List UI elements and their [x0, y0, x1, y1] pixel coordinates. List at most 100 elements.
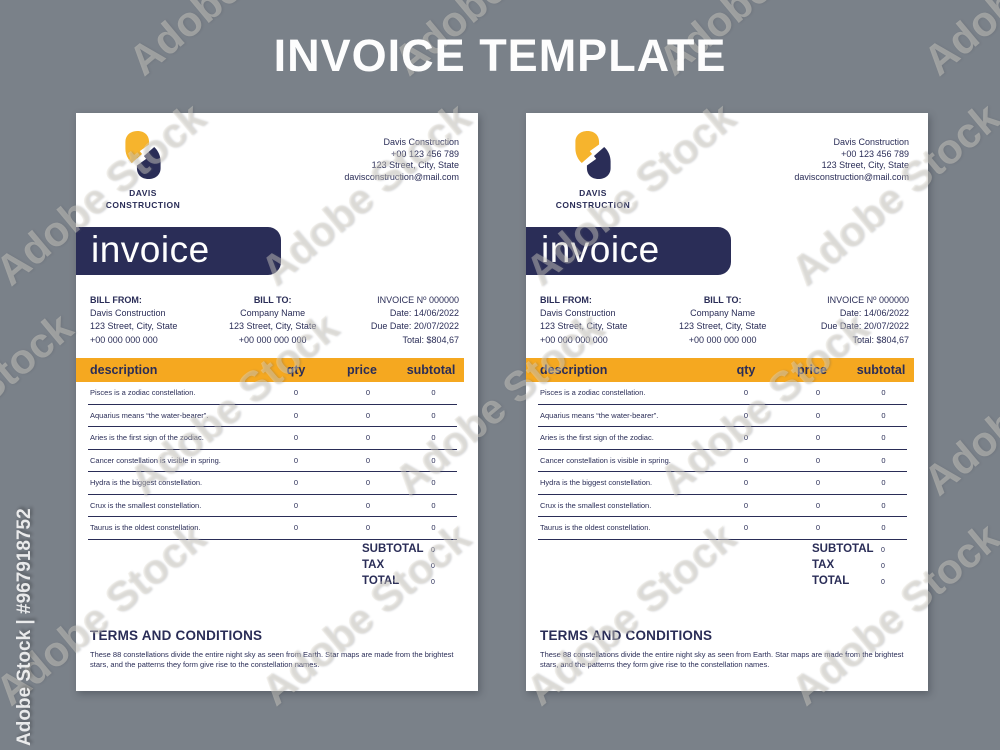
- tax-value: 0: [881, 563, 885, 571]
- contact-company: Davis Construction: [383, 137, 459, 147]
- invoice-meta-block: INVOICE Nº 000000 Date: 14/06/2022 Due D…: [334, 294, 459, 347]
- item-qty: 0: [293, 433, 299, 443]
- invoice-banner-title: invoice: [91, 229, 210, 270]
- item-description: Cancer constellation is visible in sprin…: [90, 455, 221, 465]
- bill-to-label: BILL TO:: [253, 295, 292, 305]
- total-label: TOTAL: [812, 575, 850, 588]
- bill-to-block: BILL TO: Company Name 123 Street, City, …: [662, 294, 784, 347]
- item-price: 0: [815, 523, 821, 533]
- item-subtotal: 0: [881, 500, 886, 510]
- bill-to-name: Company Name: [690, 308, 756, 319]
- tax-line: TAX 0: [812, 559, 908, 575]
- contact-address: 123 Street, City, State: [821, 160, 909, 170]
- contact-block: Davis Construction +00 123 456 789 123 S…: [794, 137, 909, 183]
- item-row: Crux is the smallest constellation. 0 0 …: [538, 495, 907, 517]
- item-qty: 0: [743, 433, 749, 443]
- item-price: 0: [815, 455, 821, 465]
- invoice-page-2: DAVIS CONSTRUCTION Davis Construction +0…: [526, 113, 928, 691]
- bill-from-phone: +00 000 000 000: [540, 334, 608, 345]
- terms-heading: TERMS AND CONDITIONS: [540, 628, 713, 643]
- total-line: TOTAL 0: [812, 575, 908, 591]
- item-qty: 0: [293, 388, 299, 398]
- header-price: price: [797, 363, 827, 377]
- bill-to-phone: +00 000 000 000: [688, 334, 757, 345]
- subtotal-line: SUBTOTAL 0: [362, 543, 458, 559]
- bill-from-address: 123 Street, City, State: [540, 321, 628, 332]
- contact-block: Davis Construction +00 123 456 789 123 S…: [344, 137, 459, 183]
- item-price: 0: [815, 433, 821, 443]
- subtotal-label: SUBTOTAL: [362, 543, 424, 555]
- item-description: Crux is the smallest constellation.: [90, 500, 202, 510]
- item-price: 0: [365, 500, 371, 510]
- item-subtotal: 0: [881, 410, 886, 420]
- bill-from-label: BILL FROM:: [540, 295, 592, 305]
- item-description: Crux is the smallest constellation.: [540, 500, 652, 510]
- total-label: TOTAL: [362, 575, 400, 588]
- invoice-banner: invoice: [76, 227, 281, 275]
- invoice-banner: invoice: [526, 227, 731, 275]
- item-subtotal: 0: [881, 523, 886, 533]
- item-qty: 0: [743, 478, 749, 488]
- totals-block: SUBTOTAL 0 TAX 0 TOTAL 0: [812, 543, 908, 592]
- company-logo: DAVIS CONSTRUCTION: [88, 131, 198, 211]
- item-price: 0: [815, 500, 821, 510]
- item-subtotal: 0: [881, 433, 886, 443]
- subtotal-line: SUBTOTAL 0: [812, 543, 908, 559]
- item-price: 0: [365, 433, 371, 443]
- item-row: Taurus is the oldest constellation. 0 0 …: [538, 517, 907, 540]
- davis-construction-logo-icon: [571, 131, 615, 183]
- header-price: price: [347, 363, 377, 377]
- contact-company: Davis Construction: [833, 137, 909, 147]
- item-subtotal: 0: [431, 500, 436, 510]
- tax-line: TAX 0: [362, 559, 458, 575]
- item-description: Cancer constellation is visible in sprin…: [540, 455, 671, 465]
- invoice-number: INVOICE Nº 000000: [377, 295, 459, 305]
- company-name: DAVIS CONSTRUCTION: [538, 187, 648, 211]
- invoice-date: Date: 14/06/2022: [839, 308, 909, 319]
- contact-email: davisconstruction@mail.com: [794, 171, 909, 182]
- terms-section: TERMS AND CONDITIONS These 88 constellat…: [540, 628, 914, 670]
- bill-from-name: Davis Construction: [90, 308, 166, 319]
- invoice-banner-title: invoice: [541, 229, 660, 270]
- item-qty: 0: [743, 455, 749, 465]
- company-name: DAVIS CONSTRUCTION: [88, 187, 198, 211]
- invoice-total-summary: Total: $804,67: [402, 334, 459, 345]
- items-table-header: description qty price subtotal: [526, 358, 914, 382]
- subtotal-label: SUBTOTAL: [812, 543, 874, 555]
- adobe-stock-id-watermark: Adobe Stock | #967918752: [14, 508, 35, 746]
- header-subtotal: subtotal: [856, 363, 906, 377]
- item-price: 0: [365, 388, 371, 398]
- item-row: Cancer constellation is visible in sprin…: [88, 450, 457, 472]
- item-row: Hydra is the biggest constellation. 0 0 …: [538, 472, 907, 495]
- item-row: Cancer constellation is visible in sprin…: [538, 450, 907, 472]
- bill-from-phone: +00 000 000 000: [90, 334, 158, 345]
- contact-address: 123 Street, City, State: [371, 160, 459, 170]
- item-price: 0: [365, 455, 371, 465]
- subtotal-value: 0: [881, 547, 885, 554]
- terms-body: These 88 constellations divide the entir…: [90, 650, 454, 669]
- item-qty: 0: [293, 410, 299, 420]
- invoice-due-date: Due Date: 20/07/2022: [820, 321, 909, 332]
- items-table-rows: Pisces is a zodiac constellation. 0 0 0 …: [88, 382, 457, 540]
- item-row: Hydra is the biggest constellation. 0 0 …: [88, 472, 457, 495]
- item-row: Aries is the first sign of the zodiac. 0…: [538, 427, 907, 450]
- item-subtotal: 0: [881, 388, 886, 398]
- bill-from-block: BILL FROM: Davis Construction 123 Street…: [540, 294, 662, 347]
- invoice-meta-block: INVOICE Nº 000000 Date: 14/06/2022 Due D…: [784, 294, 909, 347]
- bill-from-block: BILL FROM: Davis Construction 123 Street…: [90, 294, 212, 347]
- total-line: TOTAL 0: [362, 575, 458, 591]
- item-row: Aquarius means “the water-bearer”. 0 0 0: [88, 405, 457, 427]
- header-description: description: [540, 363, 608, 377]
- terms-section: TERMS AND CONDITIONS These 88 constellat…: [90, 628, 464, 670]
- page-title: INVOICE TEMPLATE: [273, 30, 727, 81]
- item-subtotal: 0: [431, 455, 436, 465]
- item-price: 0: [365, 410, 371, 420]
- item-description: Aries is the first sign of the zodiac.: [90, 433, 204, 443]
- item-description: Pisces is a zodiac constellation.: [540, 388, 646, 398]
- contact-email: davisconstruction@mail.com: [344, 171, 459, 182]
- total-value: 0: [881, 579, 885, 587]
- item-subtotal: 0: [881, 478, 886, 488]
- invoice-number: INVOICE Nº 000000: [827, 295, 909, 305]
- item-description: Aquarius means “the water-bearer”.: [540, 410, 659, 420]
